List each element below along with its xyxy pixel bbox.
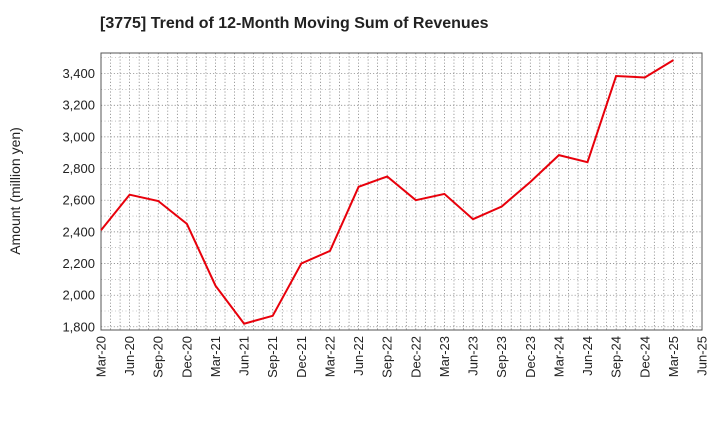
gridlines: [101, 53, 702, 330]
y-tick-label: 2,600: [62, 193, 95, 208]
y-tick-label: 2,800: [62, 161, 95, 176]
y-tick-label: 3,200: [62, 98, 95, 113]
series-layer: [100, 59, 674, 325]
x-axis-ticks: Mar-20 Jun-20 Sep-20 Dec-20 Mar-21 Jun-21 Sep-…: [94, 336, 710, 378]
x-tick-label: Jun-22: [351, 336, 366, 376]
y-tick-label: 3,000: [62, 129, 95, 144]
y-tick-label: 1,800: [62, 319, 95, 334]
x-tick-label: Jun-25: [695, 336, 710, 376]
plot-area: [100, 52, 703, 331]
x-tick-label: Jun-23: [466, 336, 481, 376]
x-tick-label: Jun-24: [580, 336, 595, 376]
x-tick-label: Sep-20: [151, 336, 166, 378]
x-tick-label: Jun-20: [122, 336, 137, 376]
y-tick-label: 2,000: [62, 288, 95, 303]
x-tick-label: Mar-22: [322, 336, 337, 377]
y-tick-label: 2,400: [62, 224, 95, 239]
x-tick-label: Sep-24: [609, 336, 624, 378]
x-tick-label: Dec-24: [637, 336, 652, 378]
x-tick-label: Sep-23: [494, 336, 509, 378]
y-axis-ticks: 1,800 2,000 2,200 2,400 2,600 2,800 3,000 3,200…: [62, 66, 95, 334]
series-line: [100, 59, 674, 325]
x-tick-label: Sep-22: [380, 336, 395, 378]
x-tick-label: Mar-20: [94, 336, 109, 377]
x-tick-label: Mar-25: [666, 336, 681, 377]
x-tick-label: Dec-21: [294, 336, 309, 378]
x-tick-label: Mar-23: [437, 336, 452, 377]
x-tick-label: Dec-20: [179, 336, 194, 378]
x-tick-label: Jun-21: [237, 336, 252, 376]
x-tick-label: Dec-23: [523, 336, 538, 378]
y-axis-label: Amount (million yen): [7, 127, 23, 255]
x-tick-label: Mar-21: [208, 336, 223, 377]
y-tick-label: 2,200: [62, 256, 95, 271]
x-tick-label: Mar-24: [551, 336, 566, 377]
x-tick-label: Dec-22: [408, 336, 423, 378]
y-tick-label: 3,400: [62, 66, 95, 81]
chart-title: [3775] Trend of 12-Month Moving Sum of R…: [100, 15, 489, 32]
x-tick-label: Sep-21: [265, 336, 280, 378]
